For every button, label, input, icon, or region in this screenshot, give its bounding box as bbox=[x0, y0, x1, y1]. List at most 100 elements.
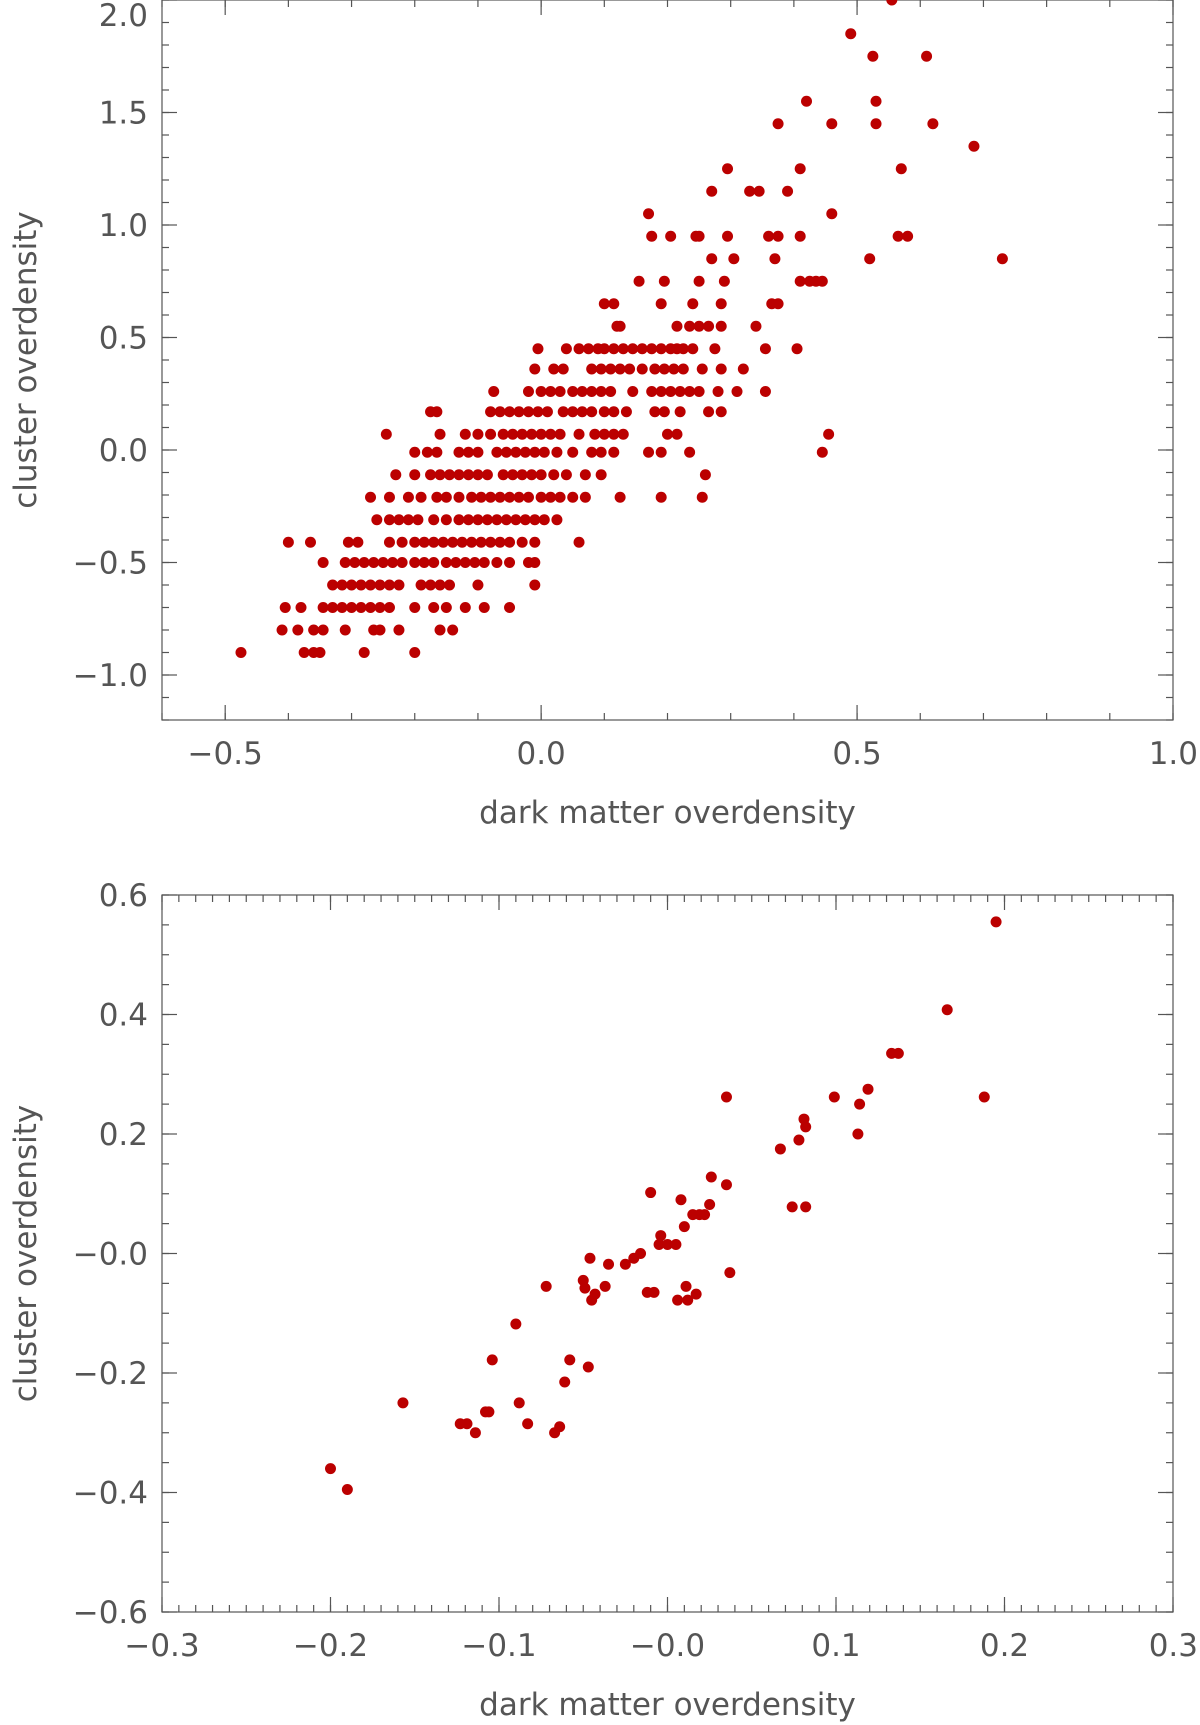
data-point bbox=[687, 298, 699, 310]
data-point bbox=[658, 406, 670, 418]
data-point bbox=[485, 406, 497, 418]
data-point bbox=[390, 469, 402, 481]
data-point bbox=[497, 428, 509, 440]
data-point bbox=[522, 386, 534, 397]
data-point bbox=[677, 363, 689, 375]
data-point bbox=[605, 363, 617, 375]
y-tick-label: −0.6 bbox=[73, 1595, 148, 1631]
data-point bbox=[617, 428, 629, 440]
data-point bbox=[595, 363, 607, 375]
data-point bbox=[557, 406, 569, 418]
data-point bbox=[365, 602, 377, 613]
data-point bbox=[586, 406, 598, 418]
data-point bbox=[605, 386, 617, 397]
data-point bbox=[670, 1239, 682, 1251]
data-point bbox=[583, 343, 595, 355]
data-point bbox=[646, 343, 658, 355]
data-point bbox=[582, 1361, 594, 1373]
data-point bbox=[598, 298, 610, 310]
data-point bbox=[469, 557, 481, 568]
data-point bbox=[466, 491, 478, 503]
data-point bbox=[635, 1248, 647, 1259]
data-point bbox=[428, 602, 440, 613]
data-point bbox=[678, 1221, 690, 1233]
data-point bbox=[715, 363, 727, 375]
data-point bbox=[595, 386, 607, 397]
data-point bbox=[434, 428, 446, 440]
data-point bbox=[560, 343, 572, 355]
data-point bbox=[554, 386, 566, 397]
data-point bbox=[576, 406, 588, 418]
data-point bbox=[655, 343, 667, 355]
data-point bbox=[485, 491, 497, 503]
data-point bbox=[428, 514, 440, 526]
data-point bbox=[655, 446, 667, 458]
x-axis-title: dark matter overdensity bbox=[479, 795, 856, 831]
data-point bbox=[308, 624, 320, 636]
x-tick-label: 0.1 bbox=[811, 1628, 860, 1664]
data-point bbox=[598, 343, 610, 355]
data-point bbox=[336, 579, 348, 591]
data-point bbox=[485, 536, 497, 548]
data-point bbox=[619, 1258, 631, 1270]
data-point bbox=[545, 491, 557, 503]
data-point bbox=[696, 491, 708, 503]
data-point bbox=[682, 1294, 694, 1306]
data-point bbox=[365, 579, 377, 591]
data-point bbox=[599, 1280, 611, 1292]
data-point bbox=[317, 602, 329, 613]
data-point bbox=[696, 363, 708, 375]
data-point bbox=[522, 1418, 534, 1430]
y-axis-title: cluster overdensity bbox=[8, 211, 44, 509]
data-point bbox=[529, 579, 541, 591]
data-point bbox=[645, 1187, 657, 1199]
data-point bbox=[551, 514, 563, 526]
data-point bbox=[317, 624, 329, 636]
data-point bbox=[535, 491, 547, 503]
data-point bbox=[662, 1239, 673, 1251]
data-point bbox=[608, 406, 620, 418]
data-point bbox=[579, 491, 591, 503]
data-point bbox=[649, 363, 661, 375]
data-point bbox=[522, 491, 534, 503]
data-point bbox=[349, 557, 361, 568]
data-point bbox=[633, 275, 645, 287]
data-point bbox=[693, 275, 705, 287]
data-point bbox=[500, 514, 512, 526]
data-points bbox=[235, 0, 1008, 658]
data-point bbox=[653, 1239, 665, 1251]
data-point bbox=[327, 602, 339, 613]
y-tick-label: 2.0 bbox=[99, 0, 148, 34]
data-point bbox=[579, 1282, 591, 1294]
y-tick-label: 1.5 bbox=[99, 96, 148, 132]
data-point bbox=[387, 557, 399, 568]
data-point bbox=[462, 446, 474, 458]
data-point bbox=[579, 469, 591, 481]
data-point bbox=[658, 275, 670, 287]
data-point bbox=[690, 1288, 702, 1300]
data-point bbox=[892, 1047, 904, 1059]
data-point bbox=[428, 557, 440, 568]
data-point bbox=[589, 1288, 601, 1300]
data-point bbox=[488, 386, 500, 397]
data-point bbox=[699, 469, 711, 481]
data-point bbox=[968, 140, 980, 152]
data-point bbox=[895, 163, 907, 175]
data-point bbox=[728, 253, 740, 265]
data-point bbox=[854, 1098, 866, 1110]
data-point bbox=[720, 1091, 732, 1103]
y-tick-label: 0.4 bbox=[99, 998, 148, 1034]
data-point bbox=[567, 406, 579, 418]
data-point bbox=[314, 647, 326, 658]
data-point bbox=[823, 428, 835, 440]
data-point bbox=[772, 298, 784, 310]
data-point bbox=[576, 386, 588, 397]
data-point bbox=[279, 602, 291, 613]
data-point bbox=[504, 406, 516, 418]
data-point bbox=[513, 406, 525, 418]
data-point bbox=[801, 95, 813, 107]
data-point bbox=[453, 446, 465, 458]
data-point bbox=[393, 514, 405, 526]
data-point bbox=[862, 1083, 874, 1095]
data-point bbox=[519, 514, 531, 526]
